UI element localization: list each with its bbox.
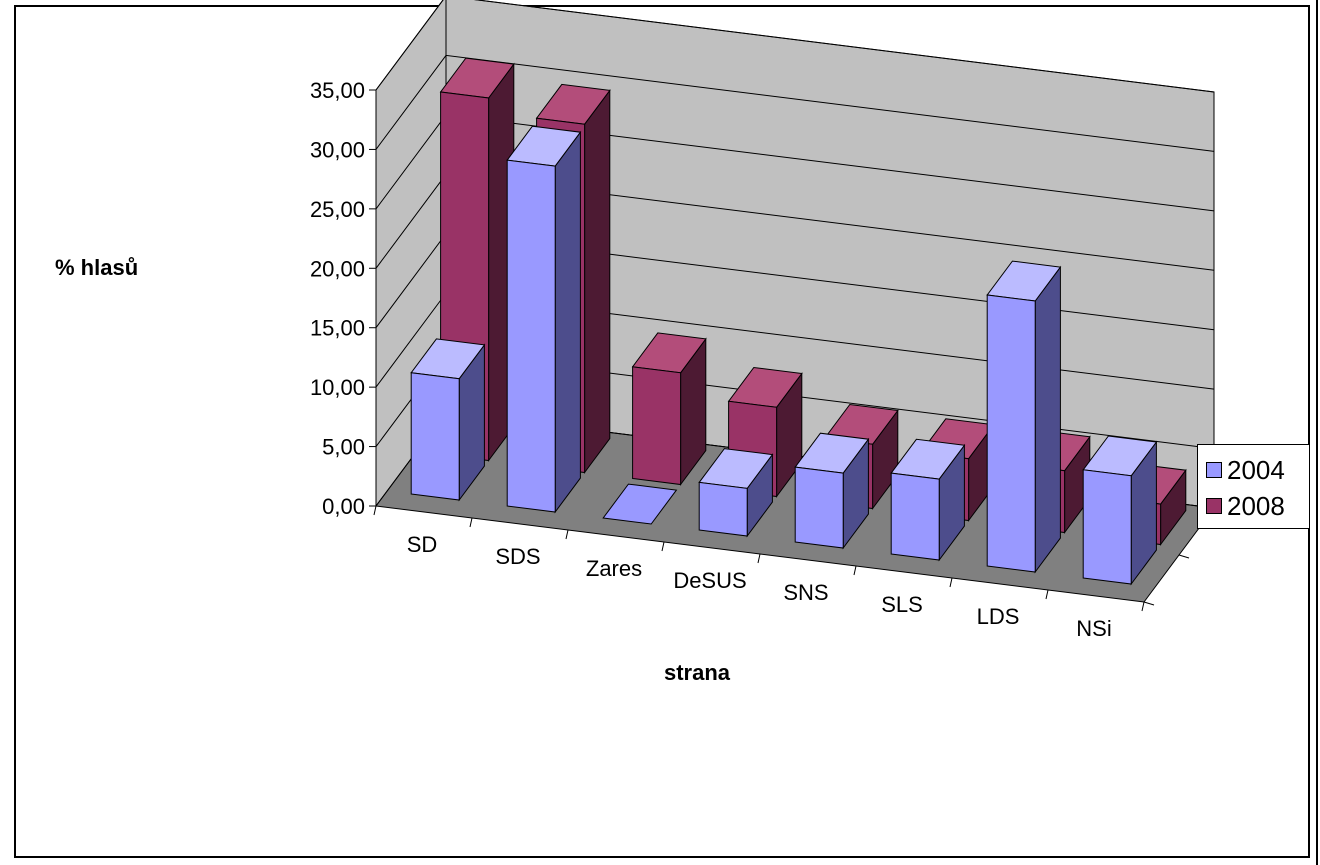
x-tick-label: SLS <box>881 592 923 617</box>
bar-top <box>602 483 678 525</box>
x-tick-mark <box>661 541 665 552</box>
bar-front <box>632 366 682 486</box>
bar-side <box>584 88 611 475</box>
x-tick-label: Zares <box>586 556 642 581</box>
bar-2004-SNS <box>794 432 870 550</box>
bar-2004-SDS <box>506 125 582 514</box>
y-axis-ticks: 0,00 5,00 10,00 15,00 20,00 25,00 30,00 35,00 <box>310 78 376 519</box>
y-tick-label: 35,00 <box>310 78 365 103</box>
y-tick-label: 15,00 <box>310 316 365 341</box>
bar-2004-SD <box>410 338 486 502</box>
bar-front <box>794 466 844 549</box>
bar-2004-LDS <box>986 260 1062 574</box>
legend-label-2008: 2008 <box>1227 490 1285 521</box>
depth-tick-mark <box>1143 601 1155 606</box>
x-tick-mark <box>565 529 569 540</box>
y-tick-label: 10,00 <box>310 375 365 400</box>
x-axis-ticks: SD SDS Zares DeSUS SNS SLS LDS NSi <box>373 505 1225 641</box>
x-tick-label: SD <box>407 532 438 557</box>
bar-2008-Zares <box>631 332 707 487</box>
legend-item-2004: 2004 <box>1206 455 1285 485</box>
x-tick-label: LDS <box>977 604 1020 629</box>
window-edge <box>1316 0 1318 865</box>
bar-front <box>1082 469 1132 585</box>
x-tick-mark <box>373 505 377 516</box>
bar-front <box>698 481 748 537</box>
bar-front <box>986 294 1036 573</box>
gridline <box>375 0 1215 93</box>
x-tick-mark <box>1045 589 1049 600</box>
bar-2004-SLS <box>890 438 966 562</box>
bar-side <box>554 130 581 514</box>
x-tick-mark <box>853 565 857 576</box>
legend-swatch-2008 <box>1206 498 1222 514</box>
depth-tick-mark <box>1178 554 1190 559</box>
legend-label-2004: 2004 <box>1227 454 1285 485</box>
y-tick-label: 30,00 <box>310 137 365 162</box>
y-axis-label: % hlasů <box>55 255 138 280</box>
gridline <box>375 54 1215 152</box>
bar-side <box>1034 265 1061 574</box>
y-tick-label: 25,00 <box>310 197 365 222</box>
bar-2004-NSi <box>1082 435 1158 586</box>
bar-front <box>890 472 940 561</box>
legend-swatch-2004 <box>1206 462 1222 478</box>
x-tick-mark <box>469 517 473 528</box>
bar-2004-Zares <box>602 483 678 525</box>
x-tick-label: NSi <box>1076 616 1111 641</box>
x-tick-label: SNS <box>783 580 828 605</box>
chart-frame <box>14 5 1310 858</box>
x-tick-mark <box>757 553 761 564</box>
x-tick-mark <box>1141 601 1145 612</box>
bar-front <box>506 159 556 513</box>
x-tick-label: DeSUS <box>673 568 746 593</box>
legend: 2004 2008 <box>1197 444 1310 529</box>
y-tick-label: 20,00 <box>310 256 365 281</box>
bar-2004-DeSUS <box>698 448 774 538</box>
bars <box>410 57 1187 586</box>
legend-item-2008: 2008 <box>1206 491 1285 521</box>
x-tick-label: SDS <box>495 544 540 569</box>
y-tick-label: 0,00 <box>322 494 365 519</box>
x-tick-mark <box>949 577 953 588</box>
bar-front <box>410 372 460 501</box>
x-axis-label: strana <box>664 660 731 685</box>
y-tick-label: 5,00 <box>322 435 365 460</box>
